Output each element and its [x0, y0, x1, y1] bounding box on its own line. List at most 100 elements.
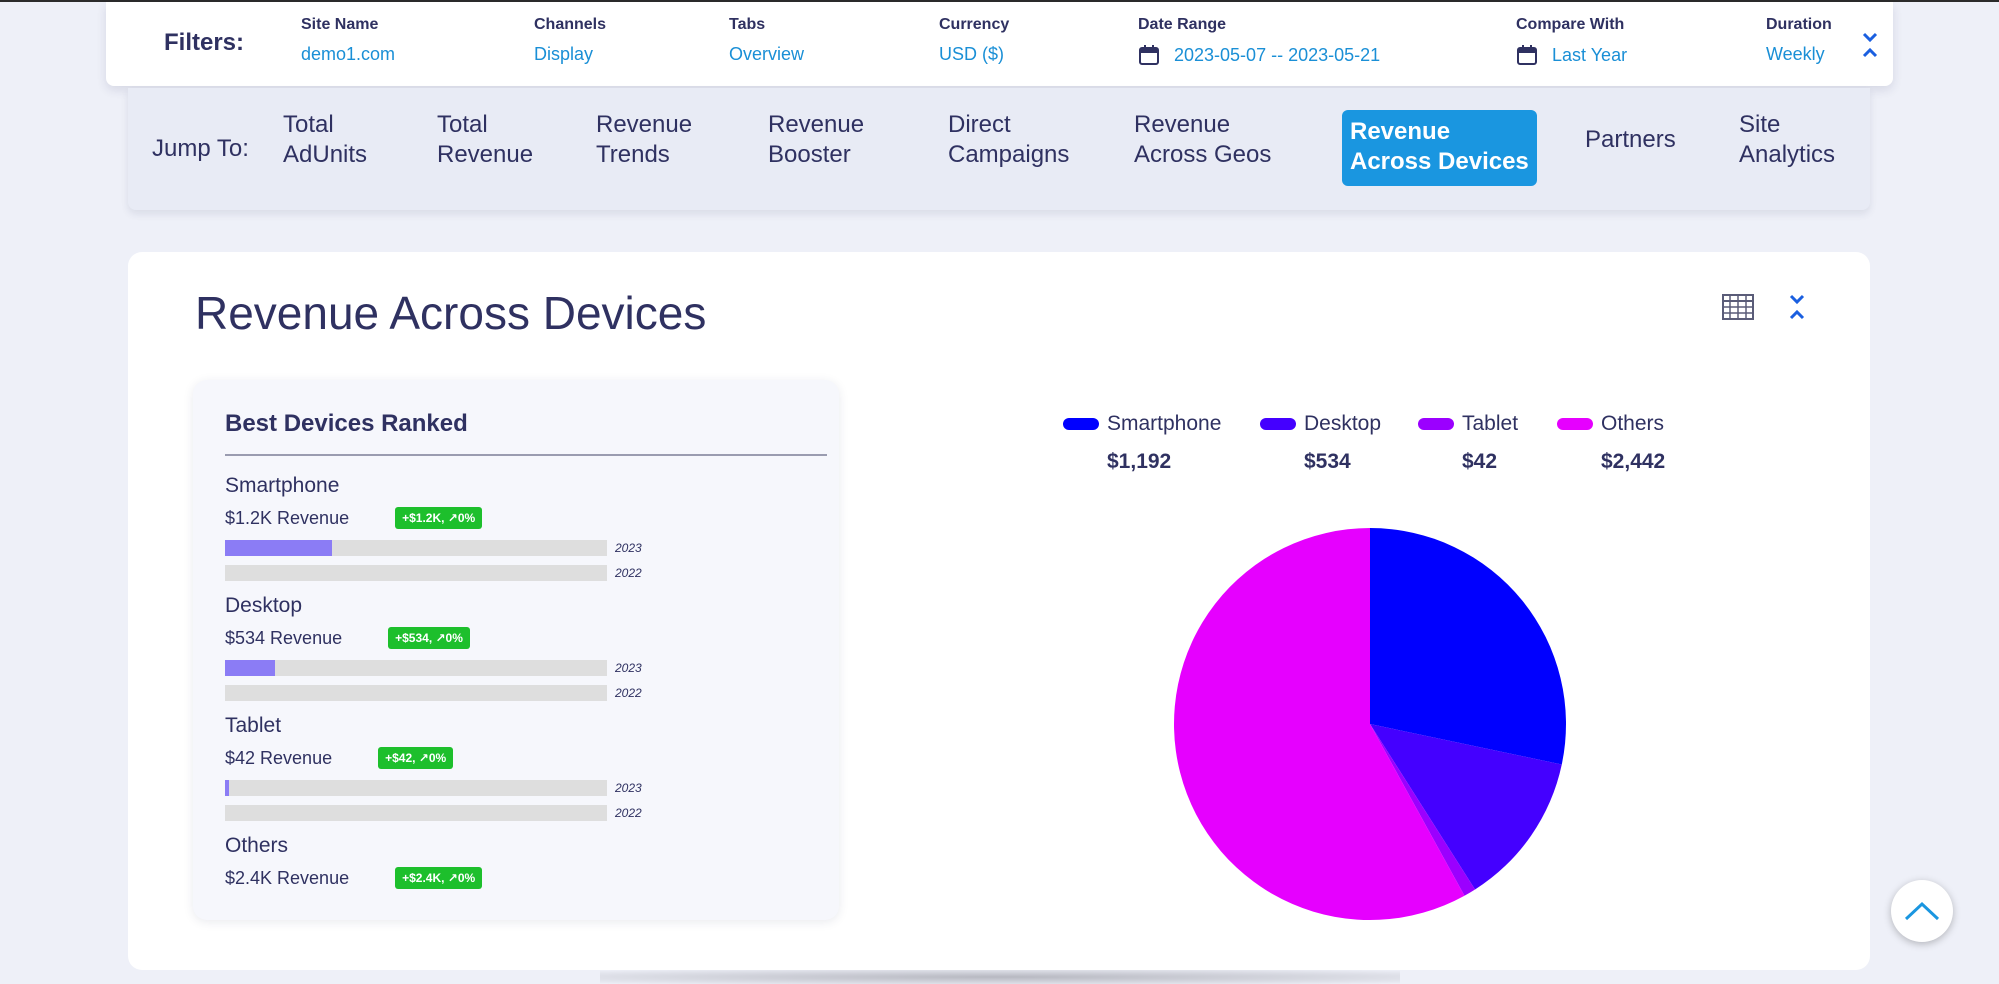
legend-item-tablet[interactable]: Tablet $42 [1418, 412, 1518, 474]
jump-revenue-across-geos[interactable]: Revenue Across Geos [1134, 111, 1272, 168]
filter-date-range-label: Date Range [1138, 16, 1227, 33]
device-revenue: $534 Revenue [225, 627, 343, 648]
device-revenue: $2.4K Revenue [225, 867, 350, 888]
bar-year-label: 2023 [615, 661, 642, 675]
legend-item-desktop[interactable]: Desktop $534 [1260, 412, 1381, 474]
filter-date-range[interactable]: Date Range 2023-05-07 -- 2023-05-21 [1138, 16, 1380, 66]
filter-date-range-value[interactable]: 2023-05-07 -- 2023-05-21 [1174, 44, 1381, 65]
bar-year-label: 2023 [615, 541, 642, 555]
legend-label: Desktop [1304, 412, 1382, 435]
revenue-bar-previous [225, 685, 607, 701]
table-view-icon[interactable] [1722, 292, 1754, 322]
revenue-bar-previous [225, 565, 607, 581]
device-row-desktop: Desktop $534 Revenue +$534, ↗0% 2023 202… [225, 594, 825, 701]
pie-slice-desktop[interactable] [1370, 724, 1562, 890]
filter-currency-label: Currency [939, 16, 1010, 33]
filter-site-name-label: Site Name [301, 16, 379, 33]
device-name: Desktop [225, 594, 303, 617]
legend-value: $1,192 [1107, 450, 1172, 473]
device-row-others: Others $2.4K Revenue +$2.4K, ↗0% [225, 834, 825, 890]
jump-revenue-trends[interactable]: Revenue Trends [596, 111, 693, 168]
best-devices-ranked-panel: Best Devices Ranked Smartphone $1.2K Rev… [193, 380, 839, 920]
jump-revenue-booster[interactable]: Revenue Booster [768, 111, 865, 168]
jump-revenue-across-devices[interactable]: Revenue Across Devices [1342, 110, 1537, 186]
calendar-icon[interactable] [1138, 44, 1160, 66]
legend-label: Others [1601, 412, 1665, 435]
legend-item-others[interactable]: Others $2,442 [1557, 412, 1665, 474]
revenue-bar-current [225, 540, 607, 556]
device-row-smartphone: Smartphone $1.2K Revenue +$1.2K, ↗0% 202… [225, 474, 825, 581]
filter-channels-value[interactable]: Display [534, 44, 594, 64]
device-revenue: $42 Revenue [225, 747, 333, 768]
bar-year-label: 2022 [615, 566, 642, 580]
pie-slice-tablet[interactable] [1370, 724, 1476, 896]
legend-label: Tablet [1462, 412, 1519, 435]
jump-site-analytics[interactable]: Site Analytics [1739, 111, 1836, 168]
filters-bar: Filters: Site Name demo1.com Channels Di… [106, 2, 1893, 86]
filter-channels-label: Channels [534, 16, 607, 33]
bar-year-label: 2022 [615, 686, 642, 700]
legend-swatch [1557, 418, 1593, 430]
device-revenue: $1.2K Revenue [225, 507, 350, 528]
pie-slice-smartphone[interactable] [1370, 528, 1566, 765]
growth-badge: +$1.2K, ↗0% [395, 507, 483, 529]
pie-slice-others[interactable] [1173, 528, 1465, 920]
chevron-up-icon [1904, 901, 1940, 921]
filter-currency[interactable]: Currency USD ($) [939, 16, 1009, 65]
jump-total-revenue[interactable]: Total Revenue [437, 111, 534, 168]
device-row-tablet: Tablet $42 Revenue +$42, ↗0% 2023 2022 [225, 714, 825, 821]
filter-channels[interactable]: Channels Display [534, 16, 606, 65]
device-name: Tablet [225, 714, 282, 737]
filter-duration-value[interactable]: Weekly [1766, 44, 1825, 64]
filter-tabs-value[interactable]: Overview [729, 44, 805, 64]
filter-date-range-control[interactable]: 2023-05-07 -- 2023-05-21 [1138, 44, 1380, 66]
filters-label: Filters: [164, 29, 245, 56]
window-top-border [0, 0, 1999, 2]
legend-swatch [1260, 418, 1296, 430]
section-title: Revenue Across Devices [195, 287, 707, 339]
legend-value: $42 [1462, 450, 1498, 473]
filter-duration-label: Duration [1766, 16, 1832, 33]
page-shadow [600, 970, 1400, 984]
jump-total-adunits[interactable]: Total AdUnits [283, 111, 368, 168]
jump-partners[interactable]: Partners [1585, 126, 1676, 153]
filter-tabs[interactable]: Tabs Overview [729, 16, 804, 65]
revenue-bar-previous [225, 805, 607, 821]
bar-year-label: 2022 [615, 806, 642, 820]
filter-compare-with-value[interactable]: Last Year [1552, 44, 1628, 65]
jump-direct-campaigns[interactable]: Direct Campaigns [948, 111, 1070, 168]
legend-swatch [1063, 418, 1099, 430]
filter-compare-with[interactable]: Compare With Last Year [1516, 16, 1627, 66]
filter-site-name-value[interactable]: demo1.com [301, 44, 396, 64]
legend-swatch [1418, 418, 1454, 430]
revenue-pie-chart [1173, 528, 1566, 920]
legend-value: $534 [1304, 450, 1351, 473]
best-devices-ranked-title: Best Devices Ranked [225, 410, 468, 437]
filter-duration[interactable]: Duration Weekly [1766, 16, 1832, 65]
growth-badge: +$2.4K, ↗0% [395, 867, 483, 889]
jump-to-label: Jump To: [152, 135, 249, 162]
scroll-to-top-button[interactable] [1891, 880, 1953, 942]
legend-value: $2,442 [1601, 450, 1666, 473]
filter-site-name[interactable]: Site Name demo1.com [301, 16, 395, 65]
collapse-filters-icon[interactable] [1861, 30, 1879, 60]
collapse-section-icon[interactable] [1788, 292, 1806, 322]
revenue-across-devices-card: Revenue Across Devices Best Devices Rank… [128, 252, 1870, 970]
growth-badge: +$534, ↗0% [388, 627, 470, 649]
pie-legend: Smartphone $1,192 Desktop $534 Tablet $4… [1063, 412, 1763, 482]
calendar-icon[interactable] [1516, 44, 1538, 66]
revenue-bar-current [225, 660, 607, 676]
filter-currency-value[interactable]: USD ($) [939, 44, 1005, 64]
growth-badge: +$42, ↗0% [378, 747, 454, 769]
legend-label: Smartphone [1107, 412, 1222, 435]
legend-item-smartphone[interactable]: Smartphone $1,192 [1063, 412, 1221, 474]
bar-year-label: 2023 [615, 781, 642, 795]
filter-tabs-label: Tabs [729, 16, 766, 33]
device-name: Smartphone [225, 474, 340, 497]
divider [225, 454, 827, 456]
revenue-bar-current [225, 780, 607, 796]
filter-compare-with-label: Compare With [1516, 16, 1625, 33]
jump-to-bar: Jump To: Total AdUnits Total Revenue Rev… [128, 88, 1870, 210]
device-name: Others [225, 834, 289, 857]
filter-compare-with-control[interactable]: Last Year [1516, 44, 1627, 66]
